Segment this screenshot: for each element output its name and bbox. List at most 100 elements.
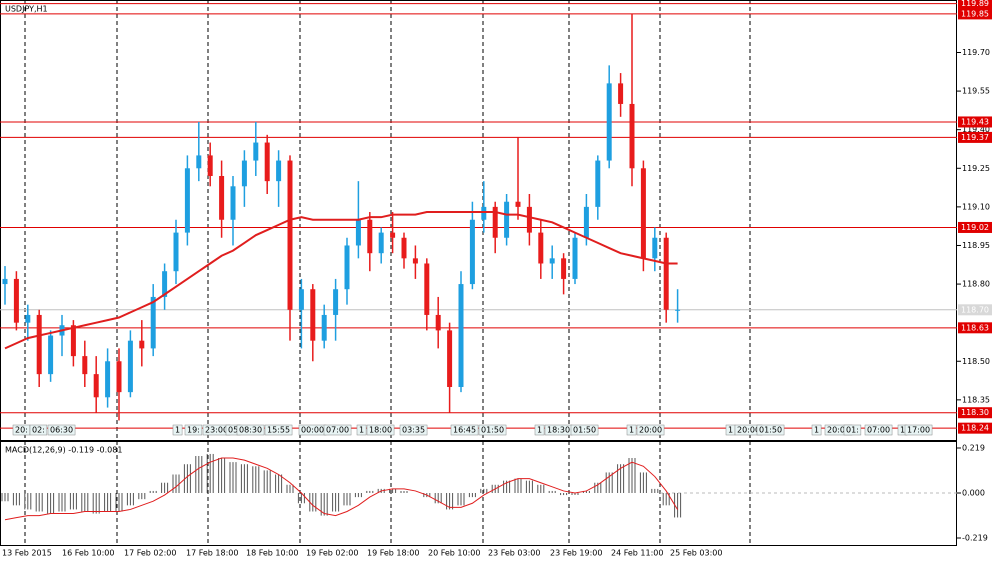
x-tick-label: 17 Feb 18:00 <box>186 549 238 558</box>
level-label: 119.89 <box>961 0 989 8</box>
event-label: 19: <box>187 426 200 435</box>
candle-body <box>105 361 111 398</box>
candle-body <box>538 232 544 264</box>
y-tick-label: 119.70 <box>962 48 990 57</box>
event-box <box>450 424 479 436</box>
event-label: 16:45 <box>453 426 476 435</box>
candle-body <box>504 201 510 238</box>
candle-body <box>629 103 635 169</box>
candle-body <box>173 232 179 272</box>
event-box <box>47 424 76 436</box>
candle-body <box>253 142 259 161</box>
event-box <box>904 424 933 436</box>
event-box <box>756 424 785 436</box>
level-tag <box>958 322 992 334</box>
candle-body <box>287 160 293 310</box>
candle-body <box>640 168 646 259</box>
candle-body <box>2 278 8 285</box>
level-tag <box>958 221 992 233</box>
candle-body <box>219 176 225 220</box>
level-label: 119.43 <box>961 117 989 126</box>
event-label: 18:00 <box>369 426 392 435</box>
candle-body <box>515 201 521 207</box>
event-label: 23:00 <box>205 426 228 435</box>
candle-body <box>13 278 19 323</box>
candle-body <box>310 289 316 341</box>
candle-body <box>458 284 464 387</box>
candle-body <box>127 340 133 393</box>
event-label: 01:50 <box>573 426 596 435</box>
event-label: 00:00 <box>301 426 324 435</box>
candle-body <box>264 142 270 182</box>
candle-body <box>48 335 54 375</box>
event-label: 1 <box>728 426 733 435</box>
candle-body <box>549 258 555 264</box>
event-label: 07:00 <box>867 426 890 435</box>
candle-body <box>162 271 168 297</box>
chart-title: USDJPY,H1 <box>5 5 48 14</box>
event-label: 08:30 <box>239 426 262 435</box>
x-tick-label: 16 Feb 10:00 <box>62 549 114 558</box>
event-label: 1 <box>537 426 542 435</box>
event-label: 20:00 <box>827 426 850 435</box>
event-label: 20:00 <box>737 426 760 435</box>
candle-body <box>82 356 88 375</box>
x-tick-label: 17 Feb 02:00 <box>124 549 176 558</box>
level-tag <box>958 131 992 143</box>
current-price-tag <box>958 304 992 316</box>
y-tick-label: 0.000 <box>962 489 985 498</box>
event-box <box>184 424 203 436</box>
event-label: 1 <box>629 426 634 435</box>
event-box <box>264 424 293 436</box>
event-box <box>626 424 637 436</box>
current-price-label: 118.70 <box>961 305 989 314</box>
x-tick-label: 23 Feb 03:00 <box>488 549 540 558</box>
candle-body <box>572 237 578 279</box>
candle-body <box>469 219 475 285</box>
candle-body <box>333 289 339 315</box>
event-box <box>811 424 822 436</box>
event-label: 20:00 <box>639 426 662 435</box>
event-box <box>366 424 395 436</box>
candle-body <box>435 314 441 331</box>
event-label: 18:30 <box>547 426 570 435</box>
event-label: 20: <box>15 426 28 435</box>
candle-body <box>561 258 567 279</box>
event-box <box>570 424 599 436</box>
event-label: 07:00 <box>326 426 349 435</box>
event-label: 03:35 <box>402 426 425 435</box>
level-tag <box>958 422 992 434</box>
event-box <box>236 424 265 436</box>
candle-body <box>93 374 99 398</box>
candle-body <box>583 206 589 238</box>
candle-body <box>447 330 453 387</box>
separators <box>24 0 751 545</box>
level-label: 118.63 <box>961 323 989 332</box>
candle-body <box>652 237 658 259</box>
event-label: 01:50 <box>759 426 782 435</box>
y-tick-label: 118.50 <box>962 357 990 366</box>
candle-body <box>526 206 532 233</box>
candle-body <box>344 245 350 290</box>
y-tick-label: 119.40 <box>962 125 990 134</box>
candle-body <box>481 206 487 220</box>
level-tag <box>958 8 992 20</box>
candle-body <box>139 340 145 349</box>
candle-body <box>241 160 247 187</box>
candle-body <box>663 237 669 310</box>
macd-frame <box>0 441 957 546</box>
event-label: 17:00 <box>907 426 930 435</box>
candle-body <box>401 237 407 259</box>
y-tick-label: 119.55 <box>962 87 990 96</box>
event-box <box>172 424 183 436</box>
moving-average <box>4 211 678 350</box>
y-tick-label: 118.95 <box>962 241 990 250</box>
candle-body <box>184 168 190 233</box>
y-tick-label: 119.10 <box>962 202 990 211</box>
x-tick-label: 18 Feb 10:00 <box>246 549 298 558</box>
candle-body <box>618 83 624 104</box>
event-label: 05 <box>228 426 238 435</box>
event-box <box>636 424 665 436</box>
event-label: 02: <box>32 426 45 435</box>
